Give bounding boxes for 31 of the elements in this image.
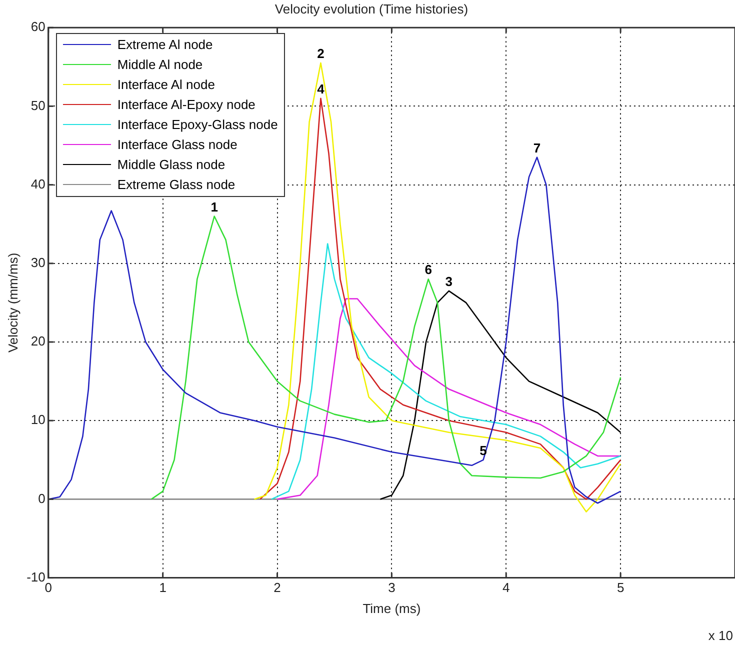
legend-label: Middle Glass node [117,157,226,172]
x-axis-title: Time (ms) [362,600,421,616]
annotation: 2 [317,46,324,62]
y-tick-label: 40 [30,176,46,192]
x-tick-label: 4 [502,580,510,596]
legend-label: Interface Glass node [117,137,238,152]
x-tick-label: 2 [274,580,281,596]
y-tick-label: 20 [30,334,46,349]
y-tick-label: 30 [30,254,46,270]
y-tick-label: 10 [30,412,46,428]
x-tick-label: 1 [159,580,166,596]
legend-label: Interface Al node [117,77,215,92]
legend-label: Extreme Glass node [117,177,236,192]
legend-label: Extreme Al node [117,37,213,52]
annotation: 1 [210,199,218,214]
y-tick-label: 50 [30,98,46,113]
legend-label: Interface Epoxy-Glass node [117,117,278,132]
y-tick-label: 60 [30,19,46,34]
annotation: 6 [424,262,432,278]
annotation: 4 [317,81,326,96]
annotation: 7 [533,140,541,156]
x-tick-label: 3 [388,580,396,596]
y-axis-title: Velocity (mm/ms) [5,252,20,353]
annotation: 3 [445,274,453,289]
legend-label: Middle Al node [117,57,203,72]
chart-title: Velocity evolution (Time histories) [274,1,468,16]
y-tick-label: 0 [38,490,46,506]
legend-label: Interface Al-Epoxy node [117,97,256,112]
x-tick-label: 5 [616,580,624,596]
y-tick-label: -10 [26,569,46,584]
text: x 10 [708,628,733,643]
